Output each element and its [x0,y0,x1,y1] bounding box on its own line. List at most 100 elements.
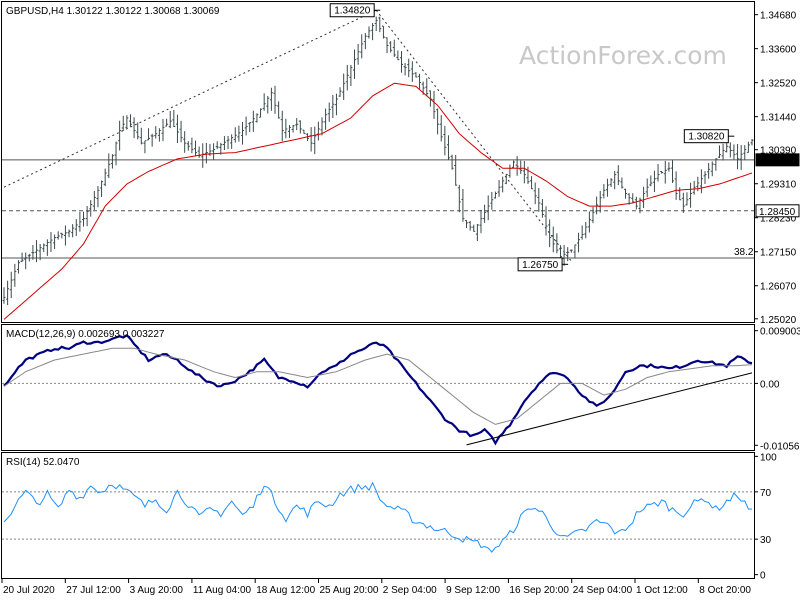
price-bar [728,142,732,158]
price-bar [475,223,479,242]
price-bar [240,121,244,145]
x-tick-label: 27 Jul 12:00 [66,585,121,596]
price-bar [736,143,740,170]
price-bar [519,160,523,174]
price-bar [671,159,675,183]
price-bar [645,178,649,198]
price-bar [56,231,60,240]
price-bar [9,271,13,299]
price-bar [161,118,165,142]
price-bar [334,93,338,116]
price-bar [649,175,653,187]
price-bar [616,165,620,186]
price-bar [461,189,465,222]
price-bar [244,116,248,136]
macd-series-1 [3,347,753,425]
price-bar [92,190,96,210]
price-bar [367,26,371,39]
price-bar [652,170,656,193]
price-bar [569,249,573,253]
price-bar [515,155,519,176]
rsi-series [2,481,754,553]
price-bar [732,144,736,160]
price-bar [259,108,263,118]
price-bar [389,41,393,53]
price-panel [1,1,755,323]
price-bar [396,50,400,61]
price-bar [237,125,241,142]
price-bar [577,232,581,253]
rsi-title: RSI(14) 52.0470 [6,457,80,468]
price-bar [439,115,443,142]
price-bar [587,211,591,233]
annotation-text: 1.30820 [688,132,725,143]
price-bar [689,182,693,208]
price-bar [139,127,143,145]
price-bar [418,73,422,89]
price-bar [450,154,454,170]
price-bar [302,129,306,135]
price-bar [132,117,136,139]
price-bar [27,253,31,262]
price-bar [493,191,497,199]
price-title: GBPUSD,H4 1.30122 1.30122 1.30068 1.3006… [6,6,220,17]
price-bar [363,33,367,50]
price-bar [353,49,357,79]
price-bar [613,170,617,190]
price-bar [172,110,176,128]
price-bar [385,37,389,54]
price-bar [407,58,411,78]
price-bar [692,180,696,195]
price-bar [725,143,729,153]
price-bar [16,260,20,274]
price-bar [107,153,111,179]
moving-average-line [3,82,753,320]
price-bar [371,23,375,41]
price-bar [642,186,646,209]
price-bar [746,141,750,153]
price-bar [425,78,429,97]
price-bar [45,239,49,256]
price-bar [35,240,39,263]
price-bar [399,51,403,73]
macd-tick-label: 0.00 [760,379,780,390]
price-bar [602,184,606,199]
price-bar [497,180,501,197]
price-bar [230,134,234,149]
price-bar [157,128,161,142]
price-bar [551,226,555,253]
x-tick-label: 25 Aug 20:00 [320,585,379,596]
price-bar [212,143,216,160]
price-bar [631,193,635,203]
x-tick-label: 24 Sep 04:00 [573,585,633,596]
price-bar [183,131,187,153]
price-bar [273,85,277,114]
right-price-label-0: 1.30069 [755,153,800,167]
price-bar [544,206,548,236]
price-bar [743,145,747,161]
price-bar [457,184,461,213]
price-bar [446,135,450,160]
price-bar [605,178,609,197]
rsi-panel [1,452,755,579]
price-bar [595,196,599,215]
price-bar [624,188,628,199]
price-bar [465,220,469,229]
price-bar [609,178,613,187]
price-tick-label: 1.27150 [760,248,797,259]
price-bar [674,171,678,200]
price-bar [219,142,223,155]
price-bar [251,110,255,132]
price-bar [291,124,295,133]
macd-series [2,333,754,446]
price-tick-label: 1.31440 [760,113,797,124]
price-bar [324,108,328,130]
price-bar [436,108,440,135]
price-bar [454,154,458,186]
price-bar [38,243,42,261]
price-bar [537,187,541,212]
x-tick-label: 16 Sep 20:00 [509,585,569,596]
price-bar [42,243,46,252]
price-bar [566,247,570,262]
price-bar [60,232,64,239]
